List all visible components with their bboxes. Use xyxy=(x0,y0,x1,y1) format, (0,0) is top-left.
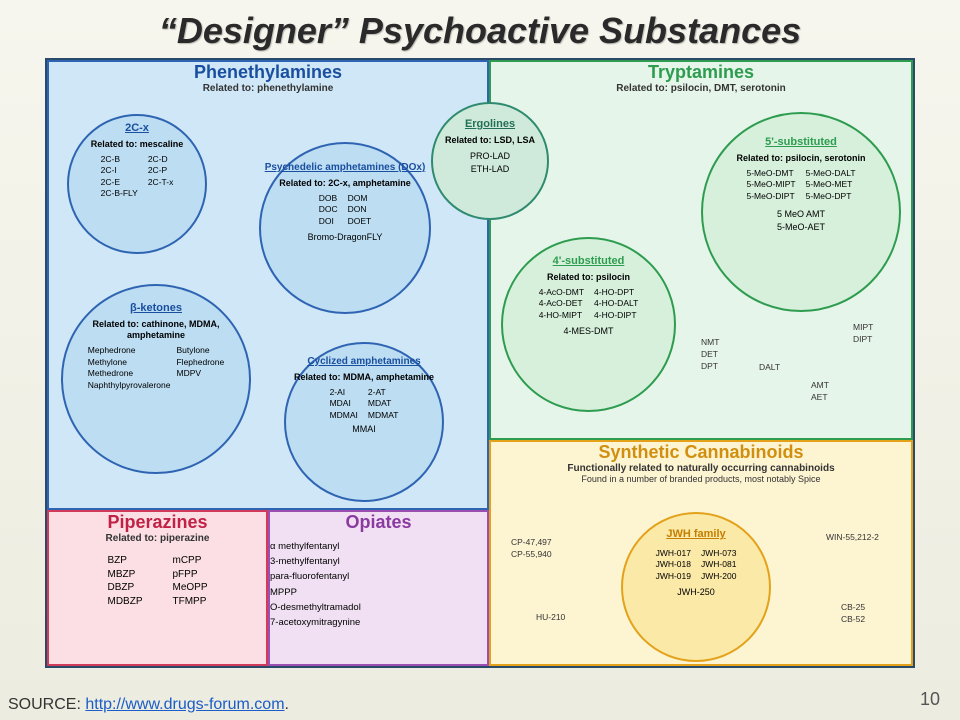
region-title: Phenethylamines xyxy=(49,62,487,83)
region-phenethylamines: Phenethylamines Related to: phenethylami… xyxy=(47,60,489,510)
bubble-title: Cyclized amphetamines xyxy=(286,356,442,369)
opiates-list: α methylfentanyl3-methylfentanylpara-flu… xyxy=(270,539,487,630)
float-list: CB-25CB-52 xyxy=(841,602,865,626)
bubble-footer: 4-MES-DMT xyxy=(503,325,674,338)
bubble-rel: Related to: psilocin, serotonin xyxy=(707,153,895,164)
bubble-rel: Related to: mescaline xyxy=(73,139,201,150)
col: MephedroneMethyloneMethedroneNaphthylpyr… xyxy=(88,345,171,391)
region-sub2: Found in a number of branded products, m… xyxy=(491,474,911,484)
bubble-title: Ergolines xyxy=(433,118,547,132)
region-related: Related to: psilocin, DMT, serotonin xyxy=(491,83,911,94)
col: 4-AcO-DMT4-AcO-DET4-HO-MIPT xyxy=(539,287,584,321)
bubble-4sub: 4'-substituted Related to: psilocin 4-Ac… xyxy=(501,237,676,412)
bubble-bketones: β-ketones Related to: cathinone, MDMA, a… xyxy=(61,284,251,474)
col: 2-AIMDAIMDMAI xyxy=(330,387,358,421)
bubble-title: 4'-substituted xyxy=(503,255,674,269)
bubble-2cx: 2C-x Related to: mescaline 2C-B2C-I2C-E2… xyxy=(67,114,207,254)
col: 2-ATMDATMDMAT xyxy=(368,387,399,421)
region-title: Synthetic Cannabinoids xyxy=(491,442,911,463)
col: BZPMBZPDBZPMDBZP xyxy=(107,554,142,608)
bubble-title: JWH family xyxy=(623,528,769,542)
float-list: DALT xyxy=(759,362,780,374)
col: 2C-D2C-P2C-T-x xyxy=(148,154,174,200)
col: ButyloneFlephedroneMDPV xyxy=(176,345,224,391)
region-related: Functionally related to naturally occurr… xyxy=(491,463,911,474)
float-list: NMTDETDPT xyxy=(701,337,719,373)
bubble-list: PRO-LADETH-LAD xyxy=(433,150,547,176)
bubble-title: Psychedelic amphetamines (DOx) xyxy=(261,162,429,175)
col: JWH-017JWH-018JWH-019 xyxy=(656,548,691,582)
col: 5-MeO-DALT5-MeO-MET5-MeO-DPT xyxy=(806,168,856,202)
source-label: SOURCE: xyxy=(8,696,85,713)
region-tryptamines: Tryptamines Related to: psilocin, DMT, s… xyxy=(489,60,913,440)
region-related: Related to: piperazine xyxy=(49,533,266,544)
bubble-footer: Bromo-DragonFLY xyxy=(261,231,429,244)
bubble-rel: Related to: cathinone, MDMA, amphetamine xyxy=(67,319,245,342)
float-list: AMTAET xyxy=(811,380,829,404)
col: DOMDONDOET xyxy=(348,193,372,227)
float-list: CP-47,497CP-55,940 xyxy=(511,537,552,561)
region-title: Piperazines xyxy=(49,512,266,533)
bubble-footer: JWH-250 xyxy=(623,586,769,599)
float-list: HU-210 xyxy=(536,612,565,624)
bubble-rel: Related to: LSD, LSA xyxy=(437,135,543,146)
col: JWH-073JWH-081JWH-200 xyxy=(701,548,736,582)
region-related: Related to: phenethylamine xyxy=(49,83,487,94)
col: 2C-B2C-I2C-E2C-B-FLY xyxy=(101,154,138,200)
region-opiates: Opiates α methylfentanyl3-methylfentanyl… xyxy=(268,510,489,666)
bubble-jwh: JWH family JWH-017JWH-018JWH-019 JWH-073… xyxy=(621,512,771,662)
bubble-title: 2C-x xyxy=(69,122,205,136)
bubble-dox: Psychedelic amphetamines (DOx) Related t… xyxy=(259,142,431,314)
region-title: Tryptamines xyxy=(491,62,911,83)
col: mCPPpFPPMeOPPTFMPP xyxy=(172,554,207,608)
page-number: 10 xyxy=(920,689,940,710)
bubble-footer: 5 MeO AMT5-MeO-AET xyxy=(703,208,899,234)
bubble-rel: Related to: psilocin xyxy=(507,272,670,283)
diagram-frame: http://www.drugs-forum.com Phenethylamin… xyxy=(45,58,915,668)
source-link[interactable]: http://www.drugs-forum.com xyxy=(85,696,284,713)
bubble-ergolines: Ergolines Related to: LSD, LSA PRO-LADET… xyxy=(431,102,549,220)
region-piperazines: Piperazines Related to: piperazine BZPMB… xyxy=(47,510,268,666)
page-title: “Designer” Psychoactive Substances xyxy=(0,0,960,56)
source-line: SOURCE: http://www.drugs-forum.com. xyxy=(8,696,289,714)
bubble-rel: Related to: 2C-x, amphetamine xyxy=(265,178,425,189)
region-cannabinoids: Synthetic Cannabinoids Functionally rela… xyxy=(489,440,913,666)
bubble-cyclized: Cyclized amphetamines Related to: MDMA, … xyxy=(284,342,444,502)
float-list: WIN-55,212-2 xyxy=(826,532,879,544)
col: 4-HO-DPT4-HO-DALT4-HO-DIPT xyxy=(594,287,638,321)
bubble-footer: MMAI xyxy=(286,423,442,436)
col: DOBDOCDOI xyxy=(319,193,338,227)
bubble-rel: Related to: MDMA, amphetamine xyxy=(290,372,438,383)
bubble-5sub: 5'-substituted Related to: psilocin, ser… xyxy=(701,112,901,312)
region-title: Opiates xyxy=(270,512,487,533)
float-list: MIPTDIPT xyxy=(853,322,873,346)
col: 5-MeO-DMT5-MeO-MIPT5-MeO-DIPT xyxy=(746,168,795,202)
bubble-title: β-ketones xyxy=(63,302,249,316)
bubble-title: 5'-substituted xyxy=(703,136,899,150)
